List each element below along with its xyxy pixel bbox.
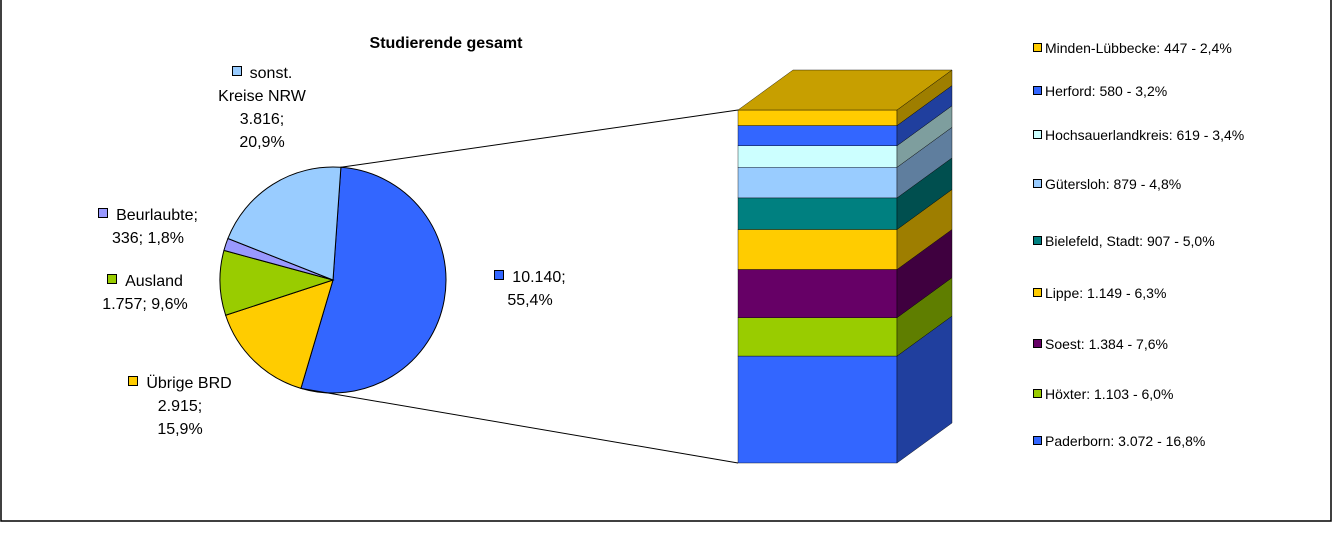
legend-label: Herford: 580 - 3,2% [1045,83,1168,99]
legend-marker [1033,288,1042,297]
value-label: 1.757; 9,6% [102,296,188,313]
legend-item: Gütersloh: 879 - 4,8% [1033,175,1295,193]
bar-segment [737,167,898,199]
legend-marker [1033,389,1042,398]
bar-segment [737,229,898,270]
legend-item: Soest: 1.384 - 7,6% [1033,335,1295,353]
slice-name: sonst. Kreise NRW [218,65,306,105]
legend-label: Hochsauerlandkreis: 619 - 3,4% [1045,127,1245,143]
frame [0,0,1332,522]
bar-segment [737,197,898,230]
legend-label: Bielefeld, Stadt: 907 - 5,0% [1045,233,1215,249]
pie-slice [227,166,342,281]
legend-label: Paderborn: 3.072 - 16,8% [1045,433,1206,449]
legend-marker [231,66,242,76]
legend-item: Lippe: 1.149 - 6,3% [1033,284,1295,302]
slice-value: 10.140; 55,4% [490,266,570,312]
legend-marker [1033,179,1042,188]
bar-segment [737,125,898,146]
slice-value: 3.816; 20,9% [227,108,297,154]
value-label: 2.915; 15,9% [157,398,203,438]
legend-marker [107,274,118,284]
legend-item: Bielefeld, Stadt: 907 - 5,0% [1033,232,1295,250]
slice-value: 2.915; 15,9% [145,395,215,441]
bar-segment [737,355,898,464]
legend-label: Soest: 1.384 - 7,6% [1045,336,1168,352]
slice-name: Beurlaubte; [116,207,198,224]
slice-value: 336; 1,8% [83,227,213,250]
legend-marker [1033,86,1042,95]
legend-item: Paderborn: 3.072 - 16,8% [1033,432,1295,450]
slice-label: Ausland [80,270,210,293]
legend-item: Hochsauerlandkreis: 619 - 3,4% [1033,126,1295,144]
legend-marker [1033,43,1042,52]
legend-marker [1033,236,1042,245]
bar-segment [737,317,898,357]
slice-name: Ausland [125,273,183,290]
legend-marker [98,208,109,218]
legend-marker [1033,339,1042,348]
legend-label: Lippe: 1.149 - 6,3% [1045,285,1167,301]
legend-label: Höxter: 1.103 - 6,0% [1045,386,1174,402]
slice-value: 1.757; 9,6% [80,293,210,316]
legend-marker [128,376,139,386]
legend-label: Minden-Lübbecke: 447 - 2,4% [1045,40,1232,56]
value-label: 336; 1,8% [111,230,185,247]
connector [340,109,739,168]
value-label: 10.140; 55,4% [507,269,566,309]
bar-top [737,69,953,111]
slice-label: sonst. Kreise NRW [216,62,308,108]
bar-segment [737,109,898,126]
connector [300,387,739,464]
legend-marker [1033,130,1042,139]
value-label: 3.816; 20,9% [239,111,285,151]
slice-label: Übrige BRD [115,372,245,395]
bar-segment [737,145,898,168]
legend-label: Gütersloh: 879 - 4,8% [1045,176,1182,192]
legend-item: Höxter: 1.103 - 6,0% [1033,385,1295,403]
slice-label: Beurlaubte; [83,204,213,227]
legend-item: Minden-Lübbecke: 447 - 2,4% [1033,39,1295,57]
chart-title: Studierende gesamt [369,35,523,52]
bar-segment [737,269,898,318]
legend-item: Herford: 580 - 3,2% [1033,82,1295,100]
pie-slice [225,279,334,389]
legend-marker [494,270,505,280]
slice-name: Übrige BRD [146,375,232,392]
legend-marker [1033,436,1042,445]
